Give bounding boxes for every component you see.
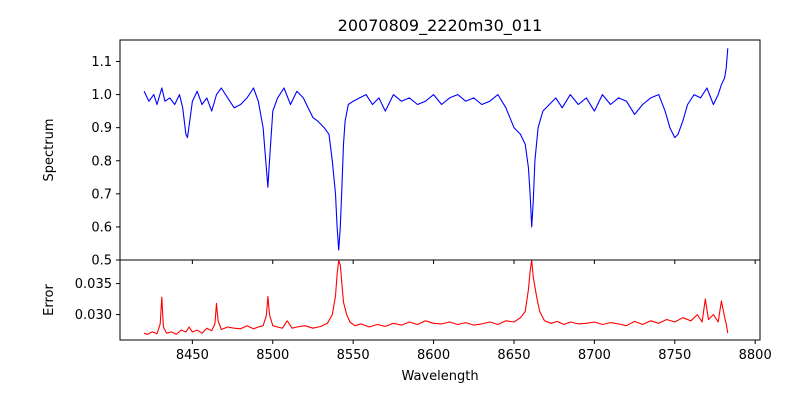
error-x-tick-label: 8650 [497, 348, 530, 363]
spectrum-y-tick-label: 1.1 [91, 55, 112, 70]
spectrum-y-tick-label: 0.5 [91, 254, 112, 269]
x-axis-label: Wavelength [401, 369, 478, 384]
error-y-tick-label: 0.030 [75, 308, 112, 323]
error-x-tick-label: 8550 [337, 348, 370, 363]
error-x-tick-label: 8750 [658, 348, 691, 363]
spectrum-series-line-0 [143, 48, 729, 251]
spectrum-y-tick-label: 1.0 [91, 88, 112, 103]
error-y-axis-label: Error [42, 284, 57, 316]
error-x-ticks: 8450 8500 8550 8600 8650 8700 8750 8800 [176, 340, 772, 363]
spectrum-y-tick-label: 0.9 [91, 121, 112, 136]
spectrum-y-ticks: 0.5 0.6 0.7 0.8 0.9 1.0 1.1 [91, 55, 120, 269]
error-line-group [143, 259, 729, 335]
error-y-ticks: 0.030 0.035 [75, 277, 120, 323]
error-x-tick-label: 8450 [176, 348, 209, 363]
error-x-tick-label: 8500 [256, 348, 289, 363]
spectrum-y-tick-label: 0.7 [91, 187, 112, 202]
error-axes-frame [119, 259, 761, 341]
error-x-tick-label: 8800 [739, 348, 772, 363]
error-series-line-0 [143, 259, 729, 335]
error-x-tick-label: 8700 [578, 348, 611, 363]
spectrum-y-tick-label: 0.6 [91, 220, 112, 235]
spectrum-x-ticks [191, 260, 756, 264]
error-x-tick-label: 8600 [417, 348, 450, 363]
spectrum-panel: 0.5 0.6 0.7 0.8 0.9 1.0 1.1 Spectrum [42, 39, 761, 269]
spectrum-line-group [143, 48, 729, 251]
spectrum-y-axis-label: Spectrum [42, 119, 57, 182]
chart-title: 20070809_2220m30_011 [338, 16, 543, 36]
error-y-tick-label: 0.035 [75, 277, 112, 292]
spectrum-y-tick-label: 0.8 [91, 154, 112, 169]
